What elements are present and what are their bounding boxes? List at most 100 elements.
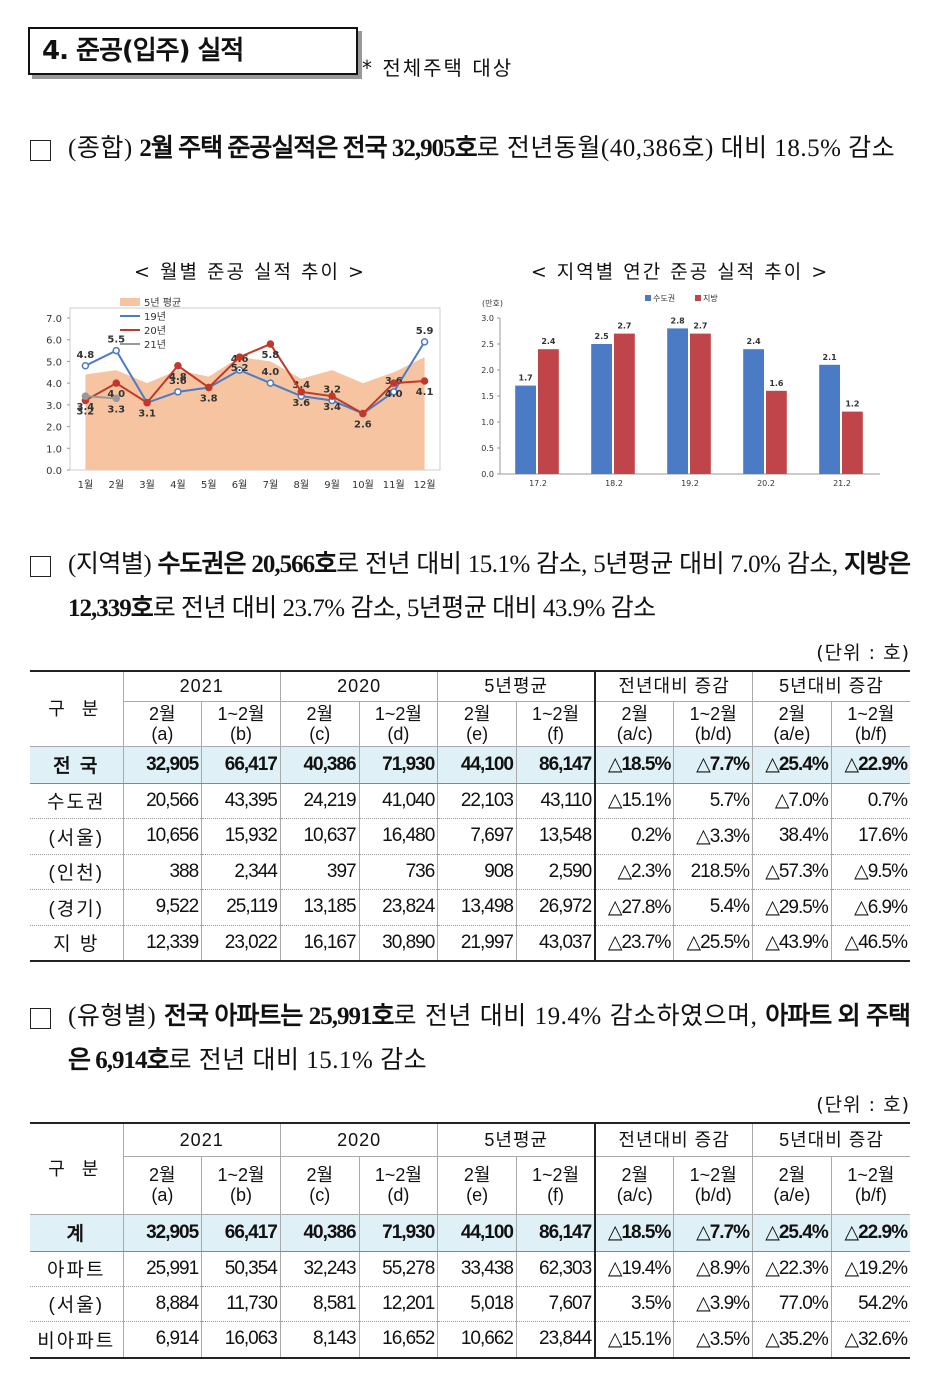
y-unit: (만호) (482, 299, 503, 308)
cell: △32.6% (830, 1321, 910, 1359)
cell: 17.6% (830, 818, 910, 855)
x-tick-label: 9월 (324, 479, 340, 491)
cell: 55,278 (358, 1251, 438, 1287)
row-label: 수도권 (30, 783, 123, 819)
bar (766, 390, 787, 474)
cell: 24,219 (279, 783, 360, 819)
marker (143, 398, 151, 407)
group-head: 전년대비 증감 (594, 1123, 753, 1157)
sub-head: 1~2월 (d) (358, 701, 438, 747)
cell: 8,581 (279, 1286, 360, 1322)
sub-head-text: 1~2월 (374, 1165, 422, 1185)
y-tick-label: 1.0 (46, 444, 62, 455)
sub-head: 2월 (a/e) (752, 701, 832, 747)
cell: 16,480 (358, 818, 438, 855)
cell: 2,590 (515, 854, 596, 890)
paragraph-text: 수도권은 20,566호 (157, 551, 338, 578)
sub-head: 2월 (e) (437, 701, 517, 747)
cell: △22.9% (830, 746, 910, 784)
cell: △27.8% (594, 889, 674, 926)
sub-head: 2월 (c) (279, 701, 360, 747)
row: (경기) 9,522 25,119 13,185 23,824 13,498 26,972 △… (30, 889, 910, 926)
cell: 54.2% (830, 1286, 910, 1322)
data-label: 5.5 (107, 335, 125, 346)
group-head: 2021 (122, 671, 281, 702)
cell: 38.4% (752, 818, 832, 855)
cell: 71,930 (358, 746, 438, 784)
cell: 218.5% (673, 854, 753, 890)
x-tick-label: 18.2 (605, 479, 623, 488)
cell: 13,498 (437, 889, 517, 926)
cell: △22.9% (830, 1214, 910, 1252)
cell: 11,730 (201, 1286, 281, 1322)
sub-head: 2월 (a/e) (752, 1156, 832, 1215)
data-label: 5.9 (416, 326, 434, 337)
sub-head: 1~2월 (d) (358, 1156, 438, 1215)
cell: 30,890 (358, 925, 438, 962)
x-tick-label: 7월 (263, 479, 279, 491)
paragraph-text: (종합) (68, 135, 140, 162)
group-head: 5년대비 증감 (752, 1123, 910, 1157)
cell: 32,243 (279, 1251, 360, 1287)
row: 지 방 12,339 23,022 16,167 30,890 21,997 43,037 △… (30, 925, 910, 962)
bar (743, 349, 764, 474)
sub-head: 1~2월 (b/d) (673, 701, 753, 747)
sub-head-text: 2월 (778, 703, 806, 724)
cell: 2,344 (201, 854, 281, 890)
row: 계 32,905 66,417 40,386 71,930 44,100 86,147 △18… (30, 1214, 910, 1252)
sub-head-text: 1~2월 (847, 1165, 895, 1185)
cell: 13,548 (515, 818, 596, 855)
cell: △2.3% (594, 854, 674, 890)
paragraph-text: (지역별) (68, 551, 158, 578)
data-label: 3.4 (77, 402, 95, 413)
chart-title: < 월별 준공 실적 추이 > (134, 261, 366, 283)
row-label: 비아파트 (30, 1321, 123, 1359)
paragraph-text: 로 전년 대비 23.7% 감소, 5년평균 대비 43.9% 감소 (152, 595, 656, 622)
sub-head: 1~2월 (b/f) (830, 701, 910, 747)
y-tick-label: 6.0 (46, 336, 62, 347)
group-head: 2020 (279, 1123, 438, 1157)
paragraph-text: (유형별) (68, 1003, 165, 1030)
cell: 388 (122, 854, 202, 890)
cell: 25,119 (201, 889, 281, 926)
data-label: 2.6 (354, 420, 372, 431)
table: 구 분 2021 2020 5년평균 전년대비 증감 5년대비 증감 2월 (a) 1~2월 (b… (30, 1122, 910, 1359)
paragraph: (지역별) 수도권은 20,566호로 전년 대비 15.1% 감소, 5년평균… (68, 543, 911, 631)
cell: △7.0% (752, 783, 832, 819)
bar (819, 364, 840, 474)
sub-head-text: 2월 (306, 703, 334, 724)
unit: (단위 : 호) (816, 642, 910, 664)
legend-label: 5년 평균 (144, 297, 181, 309)
cell: 20,566 (122, 783, 202, 819)
cell: 16,167 (279, 925, 360, 962)
y-tick-label: 1.5 (481, 392, 494, 401)
sub-head: 1~2월 (f) (515, 1156, 596, 1215)
marker (390, 379, 398, 387)
cell: 8,143 (279, 1321, 360, 1359)
cell: 6,914 (122, 1321, 202, 1359)
cell: 15,932 (201, 818, 281, 855)
sub-head-text: (b) (230, 1185, 253, 1205)
marker (266, 340, 275, 348)
header-row: 2월 (a) 1~2월 (b) 2월 (c) 1~2월 (d) 2월 (e) 1~2월 (f) 2월 (a… (30, 701, 910, 747)
group-head: 2021 (122, 1123, 281, 1157)
cell: 32,905 (122, 746, 202, 784)
sub-head-text: (b/d) (694, 723, 732, 744)
paragraph-text: 로 전년 대비 15.1% 감소, 5년평균 대비 7.0% 감소, (336, 551, 844, 578)
cell: 32,905 (122, 1214, 202, 1252)
area (85, 357, 425, 470)
cell: 12,201 (358, 1286, 438, 1322)
cell: 7,697 (437, 818, 517, 855)
data-label: 5.8 (262, 350, 280, 361)
marker (205, 383, 213, 392)
marker (174, 362, 182, 370)
unit: (단위 : 호) (816, 1094, 910, 1116)
y-tick-label: 2.0 (481, 366, 494, 375)
checkbox (30, 556, 51, 577)
bar (614, 333, 635, 474)
cell: 33,438 (437, 1251, 517, 1287)
marker (266, 379, 275, 387)
marker (235, 353, 244, 361)
sub-head: 2월 (a) (122, 1156, 202, 1215)
x-tick-label: 20.2 (757, 479, 775, 488)
